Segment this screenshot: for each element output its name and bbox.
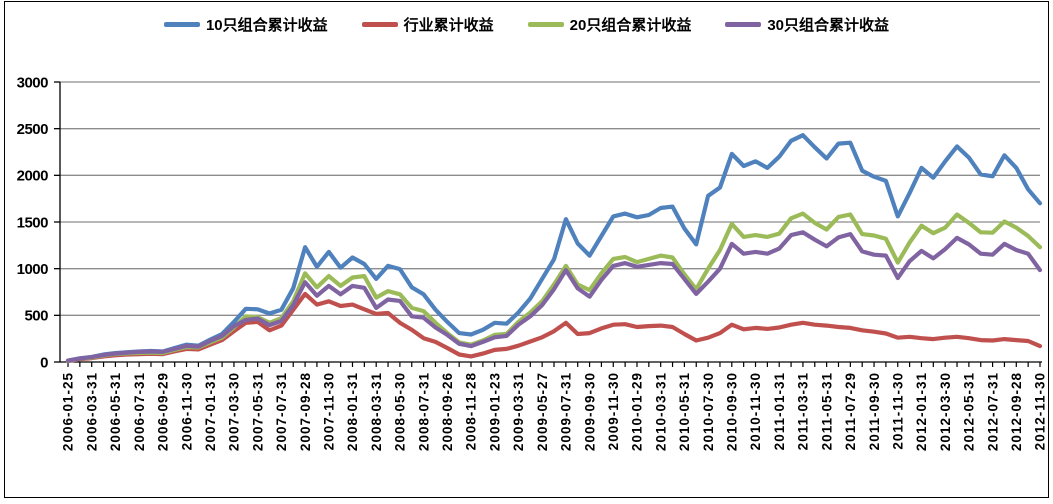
- x-axis-label-2010-11-30: 2010-11-30: [748, 372, 763, 450]
- legend-item-portfolio-30: 30只组合累计收益: [725, 14, 889, 35]
- x-axis-label-2009-09-30: 2009-09-30: [582, 372, 597, 451]
- legend-label: 20只组合累计收益: [569, 17, 692, 34]
- x-axis-label-2010-03-31: 2010-03-31: [653, 372, 668, 451]
- x-axis-label-2008-01-31: 2008-01-31: [345, 372, 360, 451]
- series-line-0: [65, 133, 1043, 363]
- x-axis-label-2006-05-31: 2006-05-31: [108, 372, 123, 451]
- y-axis-label-1000: 1000: [17, 261, 49, 278]
- legend-line-swatch-purple: [725, 22, 762, 27]
- x-axis-label-2006-07-31: 2006-07-31: [132, 372, 147, 451]
- x-axis-label-2010-05-31: 2010-05-31: [677, 372, 692, 451]
- x-axis-label-2007-07-31: 2007-07-31: [274, 372, 289, 451]
- x-axis-label-2008-05-30: 2008-05-30: [393, 372, 408, 451]
- legend-line-swatch-blue: [163, 22, 200, 27]
- legend-item-industry: 行业累计收益: [361, 14, 494, 35]
- x-axis-label-2011-05-31: 2011-05-31: [819, 372, 834, 450]
- x-axis-label-2006-01-25: 2006-01-25: [61, 372, 76, 451]
- y-axis-label-3000: 3000: [17, 74, 49, 91]
- x-axis-label-2012-07-31: 2012-07-31: [985, 372, 1000, 451]
- x-axis-label-2007-03-30: 2007-03-30: [227, 372, 242, 451]
- y-axis-label-500: 500: [24, 308, 48, 325]
- x-axis-label-2009-11-30: 2009-11-30: [606, 372, 621, 450]
- x-axis-label-2009-03-31: 2009-03-31: [511, 372, 526, 451]
- x-axis-label-2008-09-26: 2008-09-26: [440, 372, 455, 451]
- x-axis-label-2008-03-31: 2008-03-31: [369, 372, 384, 451]
- legend-item-portfolio-20: 20只组合累计收益: [527, 14, 692, 35]
- x-axis-label-2007-01-31: 2007-01-31: [203, 372, 218, 451]
- y-axis-label-1500: 1500: [17, 214, 49, 231]
- x-axis-label-2006-09-29: 2006-09-29: [156, 372, 171, 451]
- x-axis-label-2010-09-30: 2010-09-30: [725, 372, 740, 451]
- x-axis-label-2010-01-29: 2010-01-29: [630, 372, 645, 451]
- x-axis-label-2009-05-27: 2009-05-27: [535, 372, 550, 451]
- legend-label: 10只组合累计收益: [205, 17, 328, 34]
- x-axis-label-2011-11-30: 2011-11-30: [890, 372, 905, 450]
- y-axis-label-2500: 2500: [17, 121, 49, 138]
- x-axis-label-2009-01-23: 2009-01-23: [487, 372, 502, 451]
- legend-label: 30只组合累计收益: [767, 17, 890, 34]
- series-line-3: [65, 230, 1043, 363]
- x-axis-label-2009-07-31: 2009-07-31: [559, 372, 574, 451]
- x-axis-label-2006-03-31: 2006-03-31: [84, 372, 99, 451]
- x-axis-label-2011-09-30: 2011-09-30: [867, 372, 882, 450]
- x-axis-label-2012-03-30: 2012-03-30: [938, 372, 953, 451]
- legend-item-portfolio-10: 10只组合累计收益: [163, 14, 328, 35]
- x-axis-label-2006-11-30: 2006-11-30: [179, 372, 194, 450]
- chart-border-frame: [4, 1, 1049, 498]
- x-axis-label-2012-01-31: 2012-01-31: [914, 372, 929, 451]
- x-axis-label-2008-11-28: 2008-11-28: [464, 372, 479, 450]
- x-axis-label-2011-07-29: 2011-07-29: [843, 372, 858, 450]
- y-axis-label-0: 0: [40, 354, 48, 371]
- legend-line-swatch-green: [527, 22, 564, 27]
- series-line-1: [65, 291, 1043, 364]
- x-axis-label-2012-09-28: 2012-09-28: [1009, 372, 1024, 451]
- x-axis-label-2012-05-31: 2012-05-31: [962, 372, 977, 451]
- x-axis-label-2007-09-28: 2007-09-28: [298, 372, 313, 451]
- x-axis-label-2011-01-31: 2011-01-31: [772, 372, 787, 450]
- x-axis-label-2012-11-30: 2012-11-30: [1033, 372, 1048, 450]
- x-axis-label-2008-07-31: 2008-07-31: [416, 372, 431, 451]
- x-axis-label-2011-03-31: 2011-03-31: [796, 372, 811, 450]
- x-axis-label-2010-07-30: 2010-07-30: [701, 372, 716, 451]
- legend-label: 行业累计收益: [403, 17, 494, 34]
- chart-legend: 10只组合累计收益 行业累计收益 20只组合累计收益 30只组合累计收益: [0, 14, 1053, 35]
- legend-line-swatch-red: [361, 22, 398, 27]
- x-axis-label-2007-11-30: 2007-11-30: [322, 372, 337, 450]
- x-axis-label-2007-05-31: 2007-05-31: [250, 372, 265, 451]
- y-axis-label-2000: 2000: [17, 168, 49, 185]
